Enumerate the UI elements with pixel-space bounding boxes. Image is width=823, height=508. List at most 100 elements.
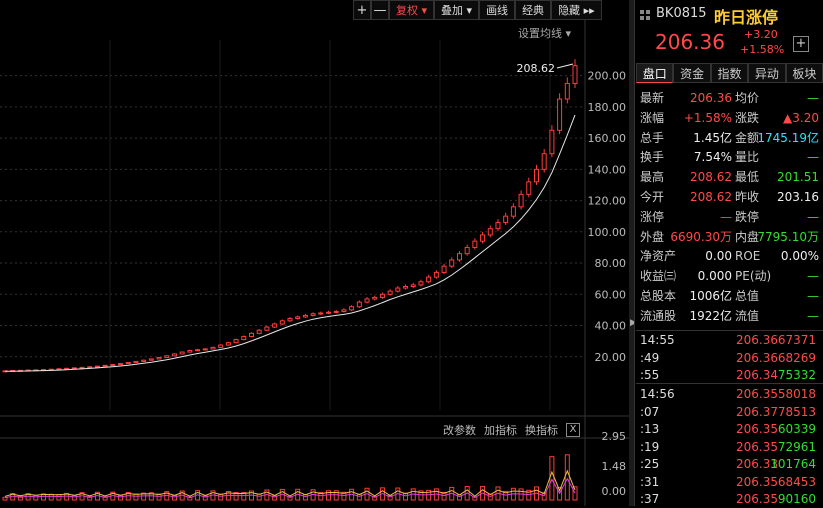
quote-value: 6690.30万 bbox=[670, 229, 732, 244]
candle-body bbox=[318, 312, 324, 315]
draw-button[interactable]: 画线 bbox=[479, 0, 516, 20]
quote-label: 净资产 bbox=[640, 249, 677, 264]
volume-bar bbox=[287, 496, 293, 501]
sub-tick-label: 1.48 bbox=[602, 460, 627, 473]
edit-params-button[interactable]: 改参数 bbox=[443, 424, 476, 437]
last-price: 206.36 bbox=[655, 30, 725, 54]
tick-price: 206.36 bbox=[736, 333, 778, 347]
quote-label: 最低 bbox=[735, 170, 760, 185]
candle-body bbox=[480, 234, 486, 242]
adjust-button[interactable]: 复权 ▾ bbox=[389, 0, 435, 20]
volume-bar bbox=[87, 496, 93, 501]
candle-body bbox=[287, 317, 293, 322]
tick-volume: 72961 bbox=[777, 439, 816, 454]
tick-time: 14:56 bbox=[640, 387, 675, 401]
tab-movement[interactable]: 异动 bbox=[748, 63, 786, 83]
tick-time: :13 bbox=[640, 422, 660, 436]
candle-body bbox=[379, 293, 385, 298]
candle-body bbox=[326, 311, 332, 314]
quote-value: — bbox=[807, 269, 819, 284]
quote-row: 流通股 1922亿 bbox=[640, 306, 732, 326]
quote-row: 涨停 — bbox=[640, 207, 732, 227]
close-icon[interactable]: X bbox=[566, 423, 580, 437]
high-marker-label: 208.62 bbox=[517, 62, 556, 75]
quote-label: 金额 bbox=[735, 130, 760, 145]
candle-body bbox=[564, 82, 570, 100]
candle-body bbox=[356, 301, 362, 308]
tick-row: :25 206.33 101764 bbox=[640, 455, 820, 473]
candle-body bbox=[426, 276, 432, 283]
quote-value: 203.16 bbox=[777, 190, 819, 204]
sector-code: BK0815 bbox=[656, 6, 707, 21]
kline-chart[interactable]: 208.62 200.00 180.00 160.00 140.00 120.00 100… bbox=[0, 0, 629, 506]
tab-funds[interactable]: 资金 bbox=[673, 63, 711, 83]
y-tick-label: 180.00 bbox=[588, 101, 627, 114]
volume-bar bbox=[71, 494, 77, 501]
volume-bar bbox=[156, 493, 162, 501]
ma-setting-dropdown[interactable]: 设置均线 ▾ bbox=[518, 25, 571, 41]
quote-row: 均价 — bbox=[735, 88, 819, 108]
quote-row: 净资产 0.00 bbox=[640, 246, 732, 266]
candle-body bbox=[526, 181, 532, 195]
quote-label: 均价 bbox=[735, 91, 760, 105]
overlay-button[interactable]: 叠加 ▾ bbox=[434, 0, 480, 20]
volume-bar bbox=[102, 496, 108, 501]
panel-tabs: 盘口 资金 指数 异动 板块 bbox=[636, 63, 823, 83]
y-tick-label: 20.00 bbox=[595, 351, 627, 364]
zoom-in-button[interactable]: + bbox=[353, 0, 371, 20]
quote-label: 外盘 bbox=[640, 229, 665, 244]
hide-button[interactable]: 隐藏 ▸▸ bbox=[551, 0, 602, 20]
panel-divider[interactable] bbox=[629, 0, 634, 506]
quote-label: 涨幅 bbox=[640, 110, 665, 125]
tick-volume: 58018 bbox=[777, 387, 816, 401]
indicator-toolbar: 改参数 加指标 换指标 bbox=[443, 422, 566, 438]
y-tick-label: 120.00 bbox=[588, 195, 627, 208]
switch-indicator-button[interactable]: 换指标 bbox=[525, 424, 558, 437]
double-chevron-right-icon: ▸▸ bbox=[583, 4, 595, 17]
tab-sector[interactable]: 板块 bbox=[785, 63, 823, 83]
candle-body bbox=[310, 313, 316, 316]
quote-label: 昨收 bbox=[735, 190, 760, 204]
quote-value: — bbox=[720, 209, 732, 224]
caret-down-icon: ▾ bbox=[466, 4, 473, 17]
zoom-out-button[interactable]: — bbox=[371, 0, 389, 20]
quote-row: 总手 1.45亿 bbox=[640, 128, 732, 148]
candle-body bbox=[410, 284, 416, 287]
candle-body bbox=[218, 344, 224, 348]
tick-time: :31 bbox=[640, 474, 660, 489]
candle-body bbox=[503, 215, 509, 223]
high-marker-line bbox=[556, 63, 574, 69]
collapse-arrow-icon[interactable]: ▶ bbox=[630, 318, 637, 336]
candle-body bbox=[557, 98, 563, 131]
candle-body bbox=[164, 355, 170, 359]
quote-value: 1745.19亿 bbox=[757, 130, 819, 145]
tick-volume: 68453 bbox=[777, 474, 816, 489]
tick-time: :07 bbox=[640, 404, 660, 419]
tab-index[interactable]: 指数 bbox=[710, 63, 749, 83]
add-watchlist-button[interactable]: + bbox=[793, 36, 809, 52]
quote-value: 208.62 bbox=[690, 190, 732, 204]
candle-body bbox=[248, 332, 254, 337]
quote-value: 206.36 bbox=[690, 91, 732, 105]
candle-body bbox=[541, 153, 547, 170]
menu-grid-icon[interactable] bbox=[640, 9, 650, 20]
tick-time: :19 bbox=[640, 439, 660, 454]
volume-bar bbox=[233, 491, 239, 501]
quote-row: PE(动) — bbox=[735, 266, 819, 286]
quote-label: 收益㈢ bbox=[640, 269, 677, 284]
quote-value: — bbox=[807, 308, 819, 323]
quote-row: 涨幅 +1.58% bbox=[640, 108, 732, 128]
tick-time: :55 bbox=[640, 368, 660, 382]
classic-button[interactable]: 经典 bbox=[515, 0, 552, 20]
candle-body bbox=[118, 363, 124, 366]
quote-label: 跌停 bbox=[735, 209, 760, 224]
quote-row: 涨跌 ▲3.20 bbox=[735, 108, 819, 128]
tick-volume: 67371 bbox=[777, 333, 816, 347]
volume-bar bbox=[441, 491, 447, 501]
volume-bar bbox=[564, 454, 570, 501]
candle-body bbox=[102, 364, 108, 367]
tick-row: :55 206.34 75332 bbox=[640, 366, 820, 384]
tab-orderbook[interactable]: 盘口 bbox=[636, 63, 674, 83]
sector-name: 昨日涨停 bbox=[714, 8, 779, 27]
add-indicator-button[interactable]: 加指标 bbox=[484, 424, 517, 437]
